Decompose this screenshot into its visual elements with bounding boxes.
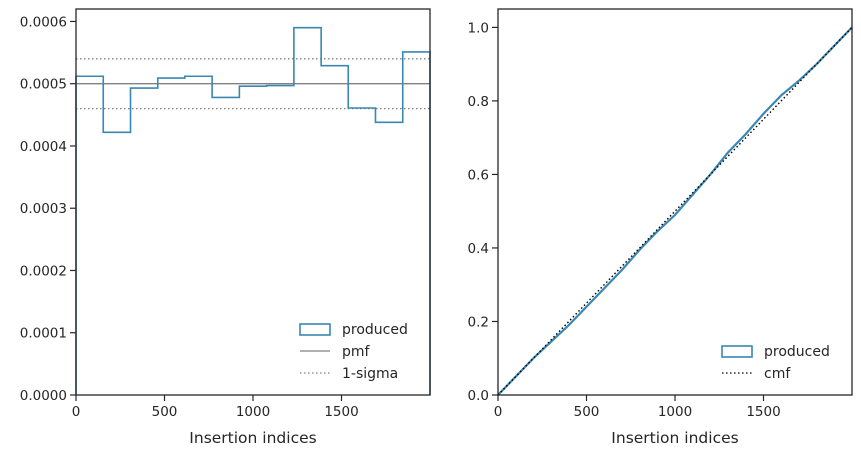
y-tick-label: 0.0005 xyxy=(20,77,67,93)
x-tick-label: 0 xyxy=(494,404,503,420)
y-tick-label: 0.0000 xyxy=(20,388,67,404)
right-panel-cmf: 0 500 1000 1500 0.0 0.2 0.4 0.6 0.8 1.0 Insertion … xyxy=(468,8,853,447)
plot-frame xyxy=(75,8,431,396)
legend-label: produced xyxy=(342,322,408,338)
legend-label: produced xyxy=(764,344,830,360)
legend-label: cmf xyxy=(764,366,791,382)
legend-swatch-produced xyxy=(721,345,753,358)
y-tick-label: 0.2 xyxy=(468,314,489,330)
y-tick-label: 0.0 xyxy=(468,388,489,404)
y-tick-label: 0.0004 xyxy=(20,139,67,155)
legend-label: 1-sigma xyxy=(342,366,398,382)
y-tick-label: 0.0002 xyxy=(20,263,67,279)
x-tick-label: 1500 xyxy=(746,404,780,420)
produced-histogram xyxy=(75,26,431,395)
produced-cdf-line xyxy=(497,26,853,396)
x-axis-label: Insertion indices xyxy=(611,429,738,447)
y-tick-label: 0.0003 xyxy=(20,201,67,217)
y-tick-label: 0.6 xyxy=(468,167,489,183)
y-tick-label: 0.0006 xyxy=(20,14,67,30)
legend-swatch-produced xyxy=(299,323,331,336)
x-tick-label: 1500 xyxy=(324,404,358,420)
x-tick-label: 0 xyxy=(72,404,81,420)
x-tick-label: 1000 xyxy=(658,404,692,420)
plot-frame xyxy=(497,8,853,396)
x-axis-label: Insertion indices xyxy=(189,429,316,447)
left-panel-pmf: 0 500 1000 1500 0.0000 0.0001 0.0002 0.0003 0.00… xyxy=(20,8,431,447)
x-tick-label: 500 xyxy=(152,404,178,420)
y-tick-label: 0.8 xyxy=(468,94,489,110)
legend-label: pmf xyxy=(342,344,371,360)
y-tick-label: 0.4 xyxy=(468,241,489,257)
y-tick-label: 0.0001 xyxy=(20,326,67,342)
cmf-line xyxy=(497,26,853,396)
x-tick-label: 1000 xyxy=(236,404,270,420)
y-tick-label: 1.0 xyxy=(468,20,489,36)
x-tick-label: 500 xyxy=(574,404,600,420)
